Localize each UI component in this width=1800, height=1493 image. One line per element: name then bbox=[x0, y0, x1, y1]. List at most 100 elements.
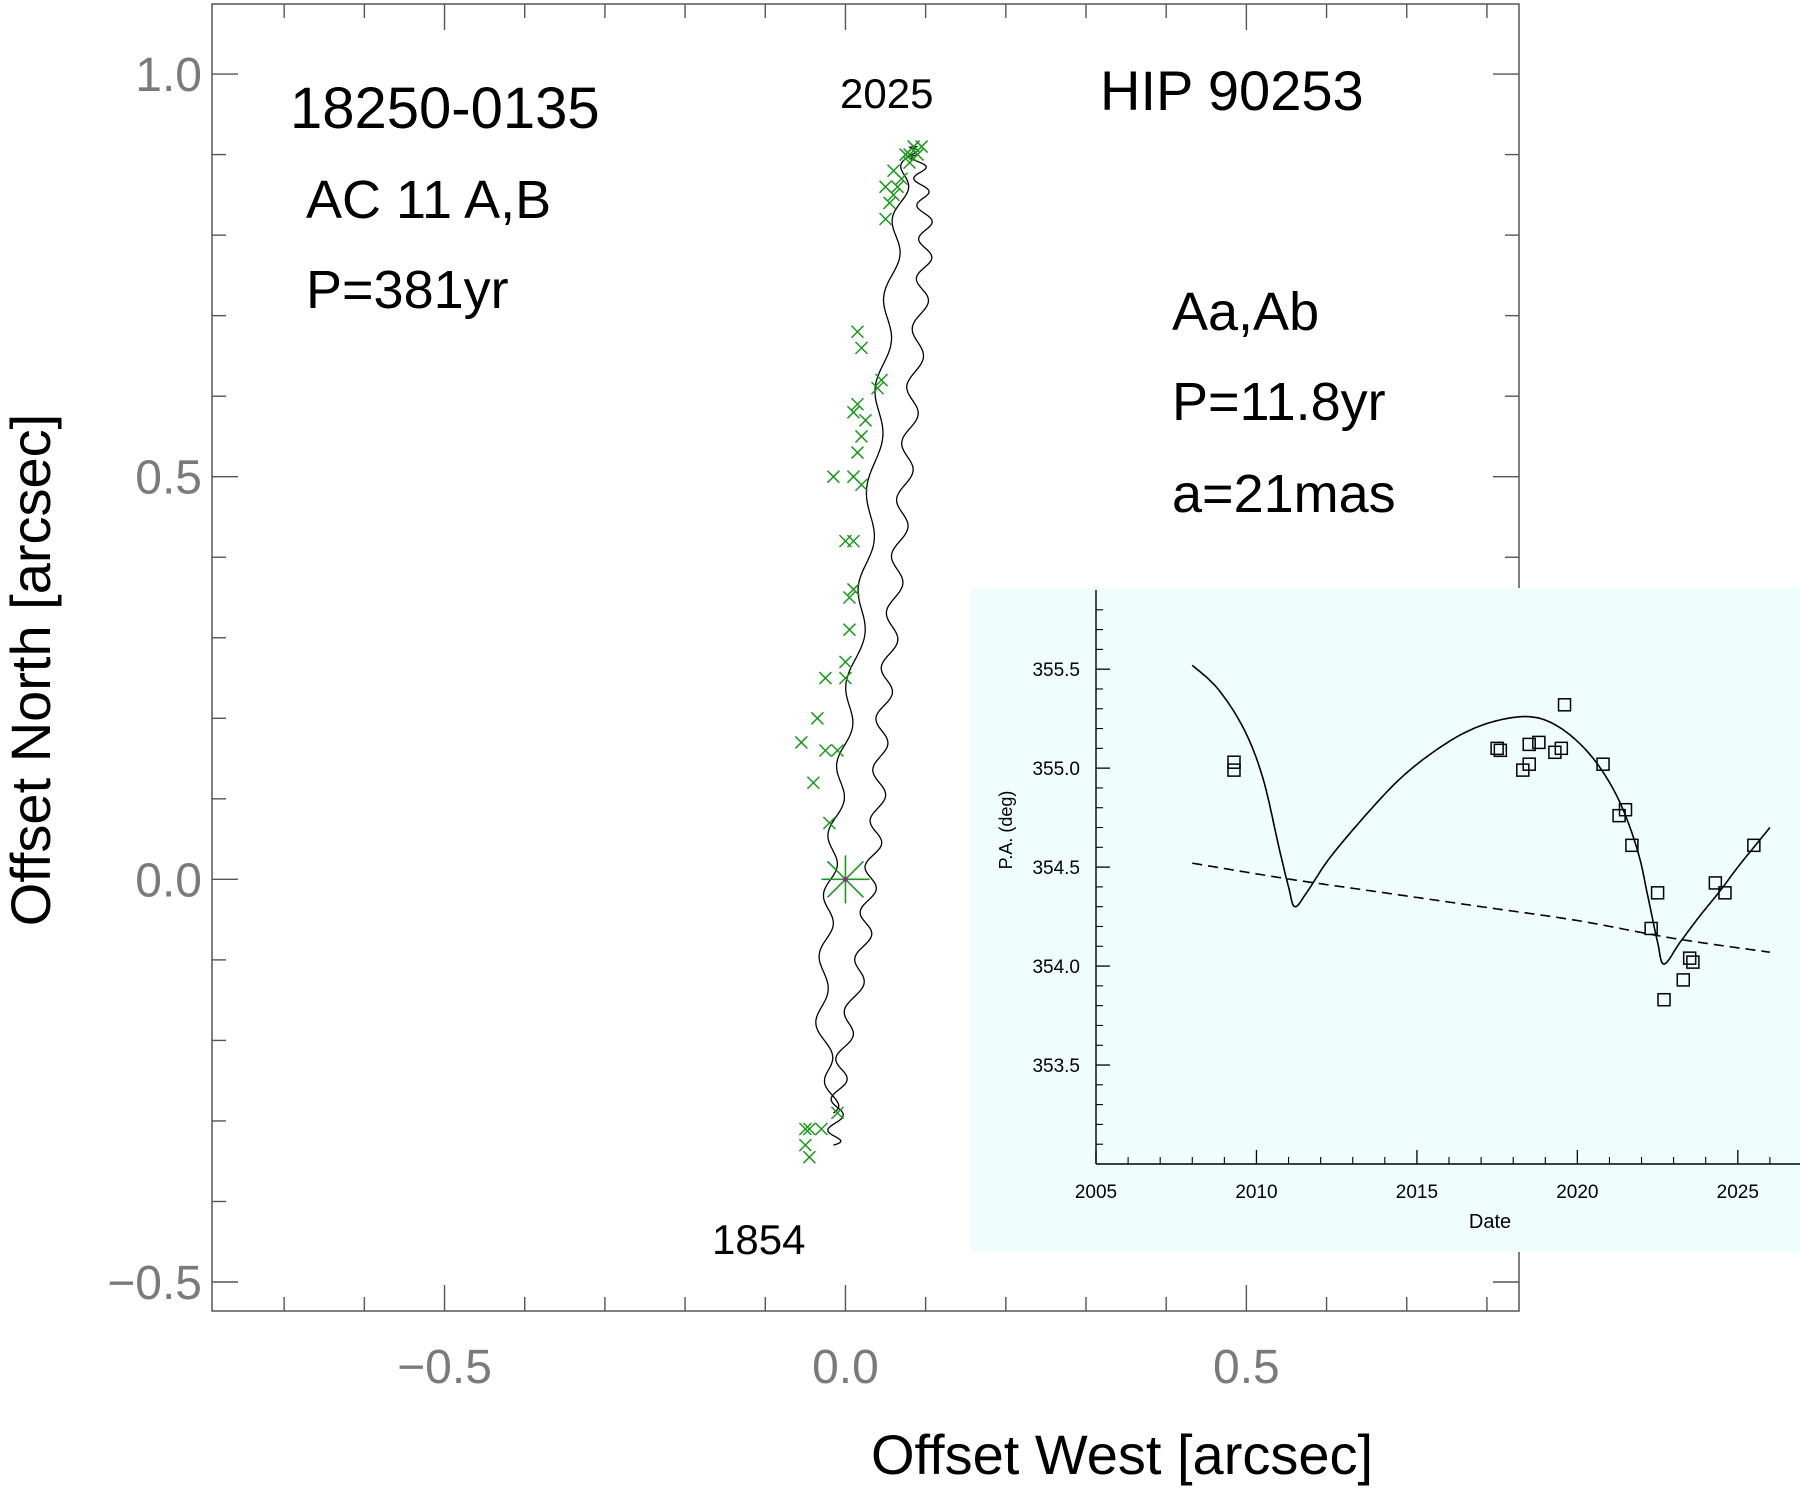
measurement-point bbox=[854, 341, 869, 355]
measurement-point bbox=[854, 478, 869, 492]
measurement-point bbox=[838, 671, 852, 685]
inset-measurement-point bbox=[1557, 698, 1572, 712]
epoch-label-start: 1854 bbox=[712, 1216, 805, 1263]
measurement-point bbox=[915, 140, 929, 154]
measurement-point bbox=[850, 325, 865, 339]
measurement-point bbox=[842, 623, 856, 637]
inset-measurement-point bbox=[1554, 741, 1569, 756]
y-tick-label: 1.0 bbox=[135, 49, 202, 102]
measurement-point bbox=[830, 1106, 844, 1120]
measurement-point bbox=[887, 188, 901, 202]
inset-measurement-point bbox=[1708, 876, 1723, 890]
inset-measurement-point bbox=[1676, 973, 1691, 987]
inset-measurement-point bbox=[1747, 838, 1761, 853]
inset-y-tick-label: 354.5 bbox=[1032, 858, 1080, 879]
outer-period: P=381yr bbox=[306, 260, 509, 320]
inset-background bbox=[970, 588, 1800, 1252]
inset-measurement-point bbox=[1596, 757, 1610, 771]
measurement-point bbox=[798, 1122, 812, 1136]
measurement-point bbox=[846, 405, 861, 419]
y-tick-label: −0.5 bbox=[107, 1257, 202, 1310]
orbit-plot-tick-labels: −0.5 0.0 0.5 −0.5 0.0 0.5 1.0 bbox=[107, 49, 1280, 1394]
measurement-point bbox=[802, 1122, 816, 1136]
y-axis-label: Offset North [arcsec] bbox=[0, 414, 62, 926]
primary-star-marker bbox=[821, 855, 870, 904]
measurement-point bbox=[818, 671, 832, 685]
inset-measurement-point bbox=[1718, 886, 1732, 900]
measurement-point bbox=[858, 413, 873, 427]
inset-measurements bbox=[1227, 698, 1761, 1007]
pair-name: AC 11 A,B bbox=[306, 170, 551, 230]
measurement-point bbox=[846, 582, 861, 596]
inset-measurement-point bbox=[1532, 735, 1546, 750]
measurement-point bbox=[802, 1150, 816, 1164]
wobble-orbit-curve bbox=[827, 153, 933, 1146]
inset-tick-labels: 2005 2010 2015 2020 2025 353.5 354.0 354.5 355.0… bbox=[1032, 660, 1759, 1203]
measurement-point bbox=[846, 534, 861, 548]
measurement-point bbox=[826, 470, 840, 484]
y-tick-label: 0.0 bbox=[135, 854, 202, 907]
measurement-point bbox=[818, 743, 832, 758]
y-tick-label: 0.5 bbox=[135, 452, 202, 505]
measurement-point bbox=[798, 1138, 812, 1152]
measurement-point bbox=[850, 446, 865, 460]
pa-inset: 2005 2010 2015 2020 2025 353.5 354.0 354.5 355.0… bbox=[970, 588, 1800, 1252]
orbit-measurements bbox=[794, 140, 929, 1164]
measurement-point bbox=[830, 743, 844, 758]
x-tick-label: −0.5 bbox=[397, 1341, 492, 1394]
inset-measurement-point bbox=[1490, 741, 1504, 756]
inset-y-tick-label: 355.5 bbox=[1032, 660, 1080, 681]
measurement-point bbox=[806, 776, 820, 790]
measurement-point bbox=[879, 212, 893, 226]
measurement-point bbox=[842, 590, 856, 605]
x-axis-label: Offset West [arcsec] bbox=[871, 1423, 1373, 1486]
measurement-point bbox=[794, 735, 808, 749]
inset-y-tick-label: 353.5 bbox=[1032, 1056, 1080, 1077]
inset-measurement-point bbox=[1227, 763, 1241, 777]
measurement-point bbox=[875, 373, 889, 387]
measurement-point bbox=[838, 655, 852, 669]
hip-number: HIP 90253 bbox=[1100, 59, 1364, 122]
measurement-point bbox=[810, 711, 824, 725]
inset-curves bbox=[1191, 664, 1771, 965]
inset-measurement-point bbox=[1686, 955, 1700, 969]
measurement-point bbox=[854, 429, 869, 443]
inset-x-tick-label: 2005 bbox=[1075, 1182, 1117, 1203]
x-tick-label: 0.5 bbox=[1213, 1341, 1280, 1394]
inset-measurement-point bbox=[1657, 992, 1671, 1007]
wds-designation: 18250-0135 bbox=[290, 76, 600, 141]
measurement-point bbox=[895, 172, 909, 186]
inset-x-tick-label: 2010 bbox=[1235, 1182, 1277, 1203]
inset-y-label: P.A. (deg) bbox=[996, 791, 1016, 870]
measurement-point bbox=[870, 381, 885, 395]
inset-measurement-point bbox=[1650, 886, 1665, 900]
inset-trend-line bbox=[1192, 862, 1770, 953]
orbit-curves bbox=[815, 145, 933, 1146]
outer-orbit-curve bbox=[815, 145, 919, 1114]
inset-x-tick-label: 2025 bbox=[1717, 1182, 1759, 1203]
inner-period: P=11.8yr bbox=[1172, 372, 1386, 432]
orbit-plot-ticks bbox=[212, 4, 1519, 1311]
inset-x-label: Date bbox=[1469, 1211, 1511, 1233]
inset-x-tick-label: 2020 bbox=[1556, 1182, 1598, 1203]
inset-measurement-point bbox=[1618, 802, 1633, 817]
inner-semimajor-axis: a=21mas bbox=[1172, 464, 1396, 524]
measurement-point bbox=[903, 156, 917, 170]
inset-fit-curve bbox=[1191, 664, 1771, 965]
inset-measurement-point bbox=[1227, 755, 1241, 769]
x-tick-label: 0.0 bbox=[812, 1341, 879, 1394]
inset-measurement-point bbox=[1682, 951, 1697, 965]
inset-measurement-point bbox=[1493, 743, 1508, 758]
inset-y-tick-label: 354.0 bbox=[1032, 957, 1080, 978]
inset-y-tick-label: 355.0 bbox=[1032, 759, 1080, 780]
epoch-label-end: 2025 bbox=[840, 70, 933, 117]
inset-measurement-point bbox=[1625, 838, 1639, 853]
measurement-point bbox=[822, 816, 836, 830]
inset-measurement-point bbox=[1522, 737, 1536, 752]
measurement-point bbox=[891, 180, 905, 194]
inset-axes bbox=[1095, 590, 1800, 1165]
measurement-point bbox=[850, 397, 865, 411]
inset-x-tick-label: 2015 bbox=[1396, 1182, 1438, 1203]
